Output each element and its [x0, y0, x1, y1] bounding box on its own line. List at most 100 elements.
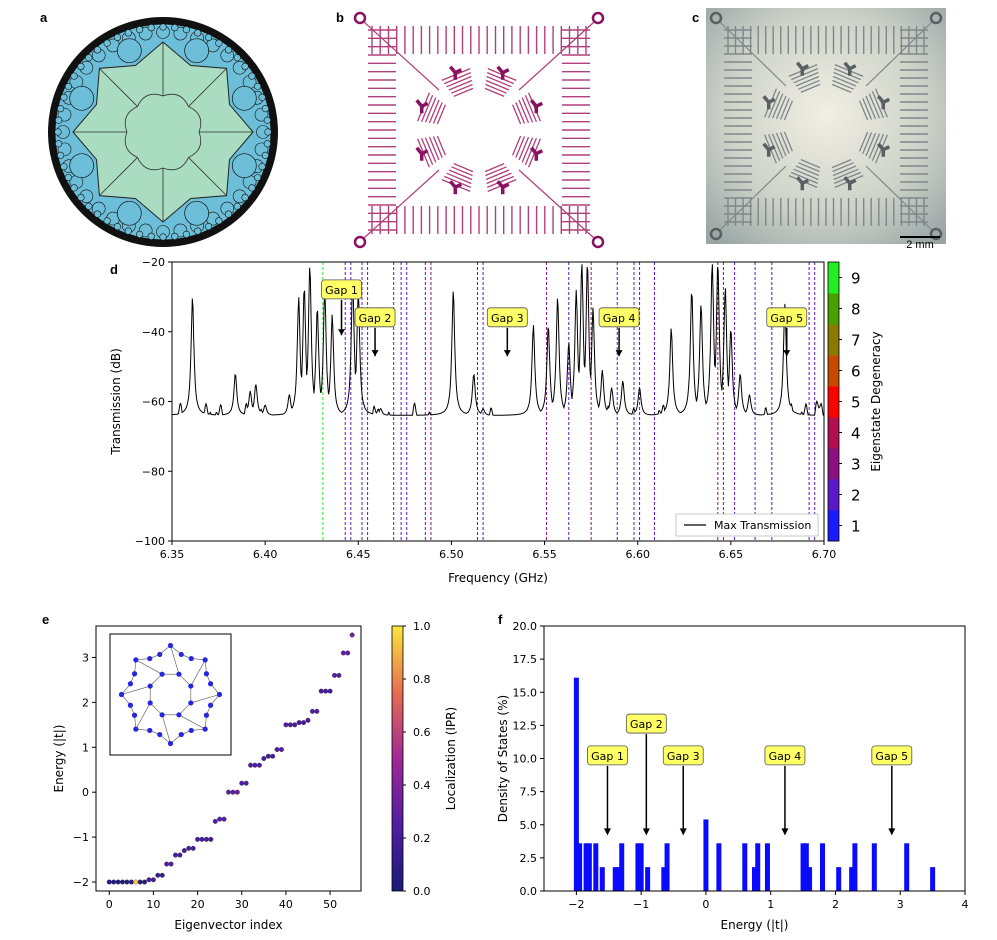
gap-label-box: [764, 745, 806, 766]
dos-bar: [645, 867, 651, 891]
eigenvalue-point: [256, 762, 262, 768]
colorbar-tick-label: 4: [851, 425, 861, 443]
panel-label-c: c: [692, 10, 700, 25]
inset-frame: [109, 633, 232, 756]
circuit-layout-figure: [353, 11, 605, 249]
eigenvalue-point: [199, 836, 205, 842]
x-tick-label: 0: [702, 898, 709, 911]
dos-bar: [764, 843, 770, 891]
panel-label-a: a: [40, 10, 48, 25]
dos-bar: [583, 843, 589, 891]
eigenvalue-point: [111, 879, 117, 885]
x-tick-label: 4: [962, 898, 969, 911]
tiling-edges: [73, 42, 253, 222]
eigenvalue-point: [265, 753, 271, 759]
device-photo-figure: [706, 8, 946, 244]
gap-label-text: Gap 1: [325, 284, 358, 297]
x-tick-label: 6.55: [532, 548, 557, 561]
gap-label-box: [598, 307, 640, 328]
colorbar-tick-label: 0.4: [413, 779, 431, 792]
eigenvalue-point: [336, 672, 342, 678]
colorbar-segment: [828, 479, 839, 511]
scale-bar-label: 2 mm: [906, 239, 934, 251]
y-tick-label: 3: [82, 651, 89, 664]
eigenvalue-point: [181, 848, 187, 854]
x-tick-label: 10: [146, 898, 160, 911]
y-tick-label: −40: [142, 326, 165, 339]
dos-bar: [800, 843, 806, 891]
inset-edge: [149, 673, 163, 687]
dos-bar: [742, 843, 748, 891]
panel-label-e: e: [42, 612, 50, 627]
eigenvalue-point: [274, 747, 280, 752]
y-tick-label: −100: [135, 535, 165, 548]
legend-label: Max Transmission: [714, 519, 811, 532]
panel-label-d: d: [110, 262, 118, 277]
y-tick-label: 2: [82, 696, 89, 709]
x-tick-label: 40: [279, 898, 293, 911]
inset-node: [216, 691, 223, 698]
colorbar-tick-label: 9: [851, 270, 861, 288]
eigenvalue-point: [314, 708, 320, 714]
colorbar-tick-label: 6: [851, 363, 861, 381]
colorbar-tick-label: 7: [851, 332, 861, 350]
dos-bar: [635, 843, 641, 891]
x-tick-label: 6.35: [160, 548, 185, 561]
dos-bar: [836, 867, 842, 891]
inset-node: [176, 712, 182, 718]
y-axis-label: Transmission (dB): [109, 348, 123, 456]
eigenvalue-point: [120, 879, 125, 885]
eigenvalue-point: [248, 762, 254, 768]
y-tick-label: −2: [73, 876, 89, 889]
eigenvalue-point: [296, 720, 302, 726]
inset-node: [127, 702, 134, 708]
inset-node: [188, 683, 194, 689]
inset-node: [203, 712, 210, 718]
eigenvalue-point: [168, 861, 174, 867]
gap-arrow-head: [888, 828, 896, 836]
y-tick-label: 10.0: [513, 753, 538, 766]
inset-node: [131, 671, 138, 677]
inset-node: [202, 726, 208, 732]
inset-node: [178, 651, 184, 658]
gap-label-box: [321, 279, 362, 300]
y-tick-label: 17.5: [513, 653, 538, 666]
dos-bar: [599, 867, 605, 891]
y-tick-label: −80: [142, 465, 165, 478]
eigenvalue-point: [146, 877, 152, 883]
x-tick-label: 6.45: [346, 548, 371, 561]
inset-edge: [170, 645, 180, 675]
eigenvalue-point: [173, 852, 178, 858]
inset-edge: [135, 702, 151, 730]
eigenvalue-point: [301, 720, 307, 726]
gap-label-text: Gap 3: [667, 750, 700, 763]
inset-node: [159, 671, 165, 677]
dos-bar: [593, 843, 599, 891]
x-tick-label: 1: [767, 898, 774, 911]
colorbar-tick-label: 5: [851, 394, 861, 412]
eigenvalue-point: [186, 845, 192, 851]
eigenvalue-point: [252, 762, 258, 768]
eigenvalue-point: [261, 756, 267, 761]
boundary-cells: [54, 23, 272, 241]
gap-arrow-head: [371, 350, 379, 357]
eigenvalue-point: [106, 879, 112, 885]
colorbar-tick-label: 1: [851, 518, 861, 536]
inset-node: [159, 712, 165, 718]
inset-node: [178, 731, 184, 738]
eigenvalue-point: [159, 872, 165, 878]
gap-label-box: [625, 713, 667, 734]
y-axis-label: Energy (|t|): [52, 725, 66, 793]
y-tick-label: −20: [142, 256, 165, 269]
eigenvalue-point: [323, 688, 329, 694]
eigenvalue-point: [150, 877, 156, 883]
colorbar-tick-label: 0.6: [413, 726, 431, 739]
colorbar-segment: [828, 510, 839, 542]
eigenvalue-point: [239, 780, 245, 786]
x-axis-label: Eigenvector index: [174, 918, 282, 932]
dos-bar: [716, 843, 722, 891]
gap-arrow-head: [338, 329, 346, 336]
x-tick-label: 6.60: [625, 548, 650, 561]
gap-label-box: [662, 745, 704, 766]
